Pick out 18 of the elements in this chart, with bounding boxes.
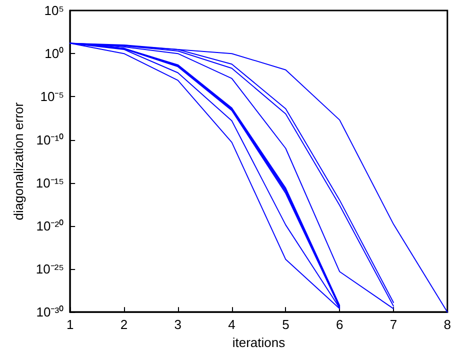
x-tick-label: 6 [336, 317, 344, 332]
y-tick-label: 10⁻³⁰ [36, 304, 64, 320]
x-tick-label: 1 [66, 317, 74, 332]
y-axis-title: diagonalization error [11, 102, 26, 220]
y-tick-label: 10⁵ [44, 3, 64, 18]
y-tick-label: 10⁻¹⁰ [36, 132, 64, 148]
x-tick-label: 4 [228, 317, 236, 332]
x-tick-label: 7 [390, 317, 398, 332]
x-axis-title: iterations [232, 335, 286, 350]
y-tick-label: 10⁻²⁵ [36, 262, 64, 277]
y-tick-label: 10⁻²⁰ [36, 218, 64, 234]
x-tick-label: 5 [282, 317, 290, 332]
x-tick-label: 3 [174, 317, 182, 332]
y-tick-label: 10⁰ [44, 46, 64, 62]
y-tick-label: 10⁻¹⁵ [36, 175, 64, 190]
y-tick-label: 10⁻⁵ [40, 89, 64, 104]
x-tick-label: 2 [120, 317, 128, 332]
x-tick-label: 8 [444, 317, 451, 332]
